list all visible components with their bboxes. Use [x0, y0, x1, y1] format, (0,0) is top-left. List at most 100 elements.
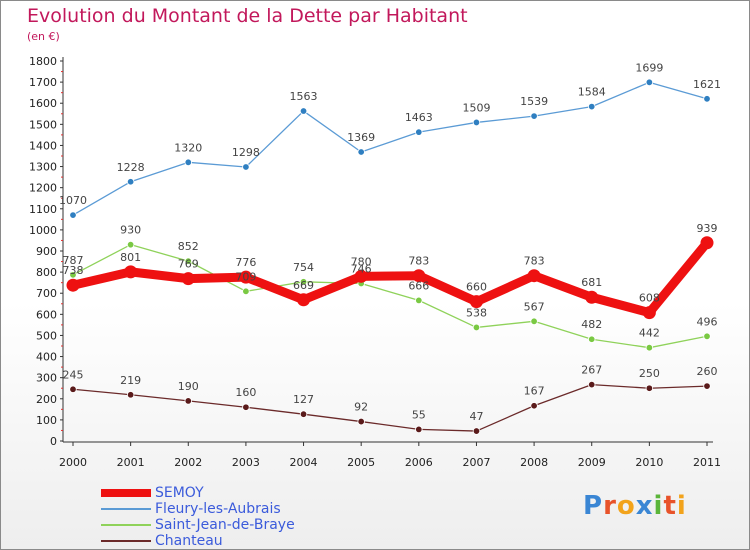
- data-label-saint-jean-de-braye: 567: [524, 300, 545, 313]
- logo-letter: P: [583, 491, 604, 521]
- x-tick-label: 2002: [174, 456, 202, 469]
- series-line-fleury-les-aubrais: [72, 81, 708, 216]
- data-label-chanteau: 92: [354, 401, 368, 414]
- data-point-chanteau: [126, 391, 135, 399]
- y-tick-label: 100: [36, 414, 57, 427]
- data-point-saint-jean-de-braye: [299, 278, 308, 286]
- logo-letter: x: [635, 491, 654, 521]
- legend-item: SEMOY: [101, 485, 361, 501]
- data-point-fleury-les-aubrais: [415, 128, 423, 136]
- data-point-saint-jean-de-braye: [530, 317, 538, 325]
- data-label-fleury-les-aubrais: 1621: [693, 78, 721, 91]
- data-label-chanteau: 167: [524, 385, 545, 398]
- x-tick-label: 2011: [693, 456, 721, 469]
- data-label-chanteau: 127: [293, 393, 314, 406]
- data-label-semoy: 681: [581, 276, 602, 289]
- data-label-saint-jean-de-braye: 746: [351, 263, 372, 276]
- data-point-chanteau: [415, 425, 423, 434]
- data-label-saint-jean-de-braye: 442: [639, 327, 660, 340]
- data-label-chanteau: 160: [235, 386, 256, 399]
- data-point-fleury-les-aubrais: [530, 112, 538, 120]
- data-label-fleury-les-aubrais: 1509: [462, 101, 490, 114]
- data-label-semoy: 769: [178, 258, 199, 271]
- y-tick-label: 700: [36, 287, 57, 300]
- y-tick-label: 300: [36, 372, 57, 385]
- y-tick-label: 1600: [29, 97, 57, 110]
- data-label-saint-jean-de-braye: 852: [178, 240, 199, 253]
- data-point-fleury-les-aubrais: [472, 118, 481, 127]
- data-label-saint-jean-de-braye: 930: [120, 224, 141, 237]
- logo-letter: t: [663, 491, 677, 521]
- x-tick-label: 2001: [117, 456, 145, 469]
- y-tick-label: 200: [36, 393, 57, 406]
- data-point-fleury-les-aubrais: [69, 211, 77, 219]
- data-label-fleury-les-aubrais: 1298: [232, 146, 260, 159]
- data-point-chanteau: [530, 402, 538, 410]
- data-point-fleury-les-aubrais: [645, 78, 654, 87]
- y-tick-label: 1000: [29, 224, 57, 237]
- data-label-fleury-les-aubrais: 1070: [59, 194, 87, 207]
- data-label-chanteau: 55: [412, 408, 426, 421]
- data-label-semoy: 608: [639, 292, 660, 305]
- data-label-fleury-les-aubrais: 1563: [290, 90, 318, 103]
- series-line-saint-jean-de-braye: [72, 244, 708, 349]
- data-point-semoy: [297, 293, 311, 307]
- data-label-chanteau: 245: [63, 368, 84, 381]
- y-tick-label: 1300: [29, 161, 57, 174]
- data-point-chanteau: [184, 397, 192, 405]
- legend-item: Chanteau: [101, 533, 361, 549]
- legend-swatch: [101, 540, 151, 542]
- legend-label: Saint-Jean-de-Braye: [155, 517, 295, 533]
- data-point-saint-jean-de-braye: [184, 257, 192, 265]
- data-point-fleury-les-aubrais: [184, 158, 192, 167]
- proxiti-logo: Proxiti: [583, 491, 687, 521]
- data-point-chanteau: [472, 427, 481, 435]
- legend-label: SEMOY: [155, 485, 204, 501]
- x-tick-label: 2005: [347, 456, 375, 469]
- data-label-chanteau: 250: [639, 367, 660, 380]
- x-tick-label: 2010: [635, 456, 663, 469]
- data-label-chanteau: 267: [581, 364, 602, 377]
- data-point-semoy: [700, 236, 714, 250]
- data-point-fleury-les-aubrais: [299, 107, 308, 115]
- legend-swatch: [101, 489, 151, 497]
- data-label-semoy: 783: [524, 255, 545, 268]
- y-tick-label: 1500: [29, 118, 57, 131]
- data-point-fleury-les-aubrais: [242, 163, 250, 171]
- series-line-chanteau: [72, 383, 708, 432]
- y-tick-label: 1400: [29, 139, 57, 152]
- x-tick-label: 2008: [520, 456, 548, 469]
- data-point-fleury-les-aubrais: [357, 148, 365, 156]
- y-tick-label: 1700: [29, 76, 57, 89]
- data-label-fleury-les-aubrais: 1539: [520, 95, 548, 108]
- data-label-chanteau: 219: [120, 374, 141, 387]
- y-tick-label: 400: [36, 351, 57, 364]
- x-tick-label: 2007: [462, 456, 490, 469]
- data-label-fleury-les-aubrais: 1699: [635, 61, 663, 74]
- data-point-semoy: [181, 272, 195, 286]
- data-point-chanteau: [242, 403, 250, 411]
- data-point-semoy: [239, 270, 253, 284]
- data-label-semoy: 801: [120, 251, 141, 264]
- data-label-fleury-les-aubrais: 1369: [347, 131, 375, 144]
- data-point-saint-jean-de-braye: [472, 323, 481, 332]
- data-label-chanteau: 260: [697, 365, 718, 378]
- data-point-semoy: [585, 290, 599, 304]
- legend-label: Fleury-les-Aubrais: [155, 501, 281, 517]
- data-label-saint-jean-de-braye: 754: [293, 261, 314, 274]
- legend-item: Fleury-les-Aubrais: [101, 501, 361, 517]
- data-point-chanteau: [645, 384, 654, 392]
- data-point-semoy: [527, 269, 541, 283]
- data-point-saint-jean-de-braye: [69, 271, 77, 279]
- data-label-saint-jean-de-braye: 482: [581, 318, 602, 331]
- y-tick-label: 1200: [29, 182, 57, 195]
- data-point-semoy: [354, 269, 368, 283]
- chart-subtitle: (en €): [27, 30, 60, 43]
- data-label-fleury-les-aubrais: 1320: [174, 141, 202, 154]
- data-label-saint-jean-de-braye: 666: [408, 279, 429, 292]
- x-tick-label: 2006: [405, 456, 433, 469]
- y-tick-label: 0: [50, 435, 57, 448]
- data-label-semoy: 783: [408, 255, 429, 268]
